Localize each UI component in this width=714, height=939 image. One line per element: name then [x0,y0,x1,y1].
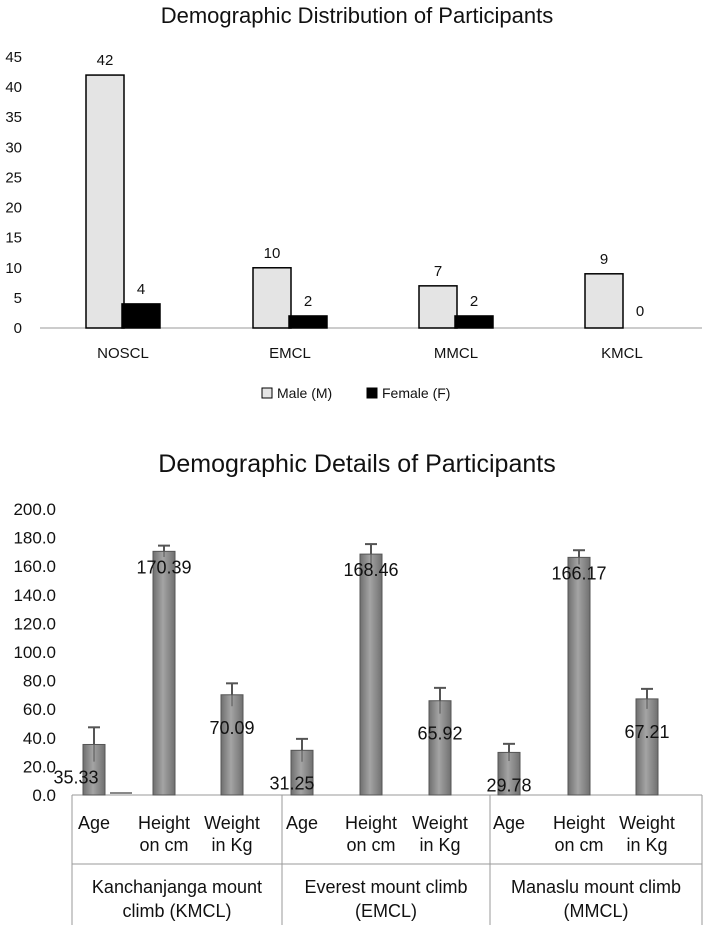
error-bar [434,686,446,714]
error-bar [158,544,170,558]
bar-female-mmcl [454,315,494,329]
group-label: Everest mount climb (EMCL) [304,877,467,921]
bar-male-emcl [252,267,292,329]
data-label: 2 [470,293,478,310]
subcategory-label: Weight in Kg [412,813,468,855]
y-tick-label: 30 [5,139,22,156]
data-label: 168.46 [343,560,398,580]
data-label: 7 [434,263,442,280]
data-label: 170.39 [136,557,191,577]
legend-label-female: Female (F) [382,385,450,401]
y-tick-label: 5 [14,290,22,307]
subcategory-label: Weight in Kg [619,813,675,855]
y-tick-label: 180.0 [13,529,56,548]
y-tick-label: 120.0 [13,614,56,633]
subcategory-label: Age [286,813,318,833]
details-bar [635,698,659,796]
data-label: 9 [600,251,608,268]
y-tick-label: 45 [5,49,22,66]
data-label: 42 [97,52,114,69]
y-tick-label: 20 [5,200,22,217]
subcategory-label: Weight in Kg [204,813,260,855]
data-label: 65.92 [417,724,462,744]
details-bar [428,700,452,796]
y-tick-label: 15 [5,230,22,247]
subcategory-label: Height on cm [553,813,605,855]
details-chart-title: Demographic Details of Participants [158,450,555,478]
group-label: Manaslu mount climb (MMCL) [511,877,681,921]
details-axis-frame [71,794,703,925]
error-bar [365,543,377,565]
y-tick-label: 160.0 [13,557,56,576]
y-tick-label: 10 [5,260,22,277]
error-bar [296,737,308,762]
y-tick-label: 80.0 [23,672,56,691]
distribution-legend: Male (M) Female (F) [261,385,450,401]
legend-label-male: Male (M) [277,385,332,401]
distribution-chart: Demographic Distribution of Participants… [5,3,702,401]
subcategory-label: Height on cm [138,813,190,855]
category-label: MMCL [434,345,478,362]
y-tick-label: 25 [5,169,22,186]
category-label: KMCL [601,345,643,362]
error-bar [641,687,653,709]
category-label: EMCL [269,345,311,362]
y-tick-label: 40 [5,79,22,96]
data-label: 10 [264,245,281,262]
y-tick-label: 35 [5,109,22,126]
y-tick-label: 20.0 [23,757,56,776]
y-tick-label: 0.0 [32,786,56,805]
group-label: Kanchanjanga mount climb (KMCL) [92,877,262,921]
data-label: 4 [137,281,145,298]
error-bar [88,726,100,762]
y-tick-label: 60.0 [23,700,56,719]
details-bar [220,694,244,796]
data-label: 166.17 [551,563,606,583]
details-chart: Demographic Details of Participants 0.0 2… [13,450,703,925]
bar-female-noscl [121,303,161,329]
distribution-chart-title: Demographic Distribution of Participants [161,3,554,28]
subcategory-label: Age [78,813,110,833]
data-label: 67.21 [624,722,669,742]
data-label: 29.78 [486,775,531,795]
y-tick-label: 40.0 [23,729,56,748]
error-bar [226,682,238,707]
error-bar [503,742,515,761]
data-label: 70.09 [209,718,254,738]
y-tick-label: 0 [14,320,22,337]
error-bar [573,549,585,565]
subcategory-label: Age [493,813,525,833]
subcategory-label: Height on cm [345,813,397,855]
legend-swatch-female [366,387,378,399]
y-tick-label: 100.0 [13,643,56,662]
data-label: 31.25 [269,773,314,793]
bar-male-noscl [85,74,125,329]
bar-female-emcl [288,315,328,329]
bar-male-mmcl [418,285,458,329]
details-bar [152,550,176,796]
details-bar [359,553,383,796]
data-label: 35.33 [53,767,98,787]
details-bar [567,556,591,796]
data-label: 0 [636,303,644,320]
y-tick-label: 140.0 [13,586,56,605]
bar-male-kmcl [584,273,624,329]
data-label: 2 [304,293,312,310]
y-tick-label: 200.0 [13,500,56,519]
category-label: NOSCL [97,345,149,362]
legend-swatch-male [261,387,273,399]
